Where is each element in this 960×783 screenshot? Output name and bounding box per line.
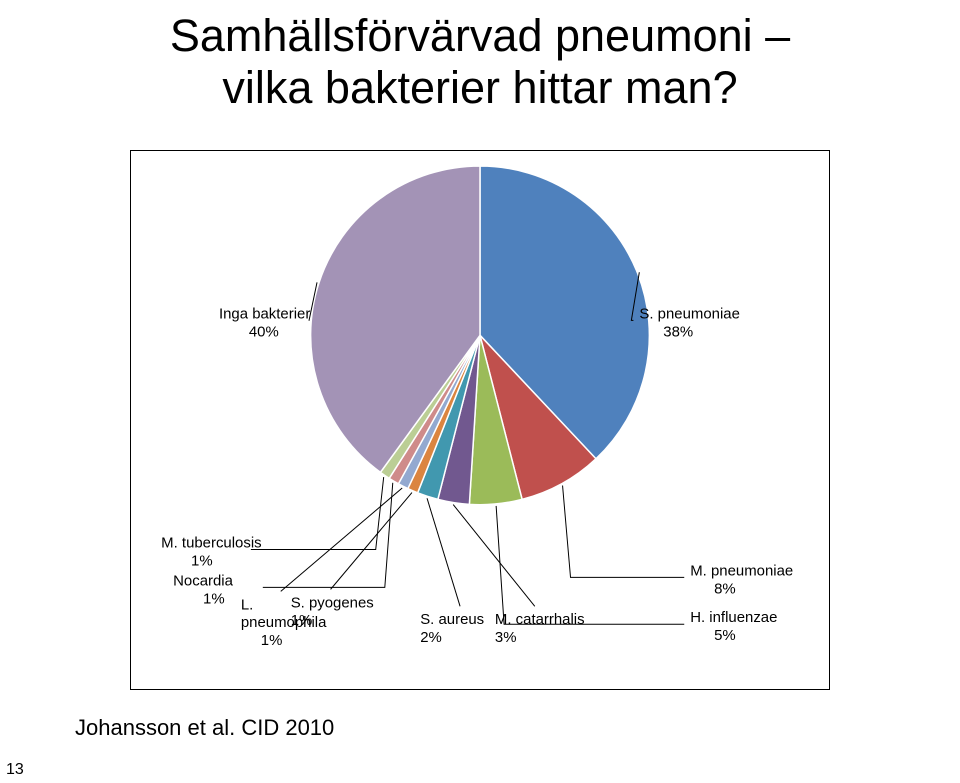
leader-line	[251, 477, 384, 549]
leader-line	[563, 485, 685, 577]
chart-label: 1%	[291, 612, 313, 629]
page-number: 13	[6, 761, 24, 779]
pie-chart-svg: Inga bakterier40%M. tuberculosis1%Nocard…	[131, 151, 829, 689]
chart-label: 5%	[714, 627, 736, 644]
citation-text: Johansson et al. CID 2010	[75, 715, 334, 741]
chart-label: pneumophila	[241, 614, 327, 631]
slide-title: Samhällsförvärvad pneumoni – vilka bakte…	[0, 10, 960, 114]
title-line-1: Samhällsförvärvad pneumoni –	[170, 10, 790, 61]
chart-label: 1%	[191, 552, 213, 569]
leader-line	[453, 505, 535, 607]
chart-label: L.	[241, 596, 253, 613]
chart-label: Nocardia	[173, 572, 233, 589]
leader-line	[263, 483, 393, 588]
chart-label: M. catarrhalis	[495, 611, 585, 628]
chart-label: 3%	[495, 629, 517, 646]
chart-label: M. tuberculosis	[161, 535, 261, 552]
leader-line	[496, 506, 684, 624]
chart-label: M. pneumoniae	[690, 562, 793, 579]
chart-label: 8%	[714, 580, 736, 597]
chart-label: 38%	[663, 323, 693, 340]
leader-line	[331, 493, 412, 590]
pie-chart-frame: Inga bakterier40%M. tuberculosis1%Nocard…	[130, 150, 830, 690]
chart-label: Inga bakterier	[219, 305, 310, 322]
leader-line	[427, 498, 460, 606]
chart-label: H. influenzae	[690, 609, 777, 626]
chart-label: 1%	[203, 590, 225, 607]
chart-label: 1%	[261, 632, 283, 649]
chart-label: 2%	[420, 629, 442, 646]
chart-label: S. pneumoniae	[639, 305, 740, 322]
title-line-2: vilka bakterier hittar man?	[222, 62, 737, 113]
chart-label: S. aureus	[420, 611, 484, 628]
slide: Samhällsförvärvad pneumoni – vilka bakte…	[0, 0, 960, 783]
chart-label: S. pyogenes	[291, 594, 374, 611]
chart-label: 40%	[249, 323, 279, 340]
